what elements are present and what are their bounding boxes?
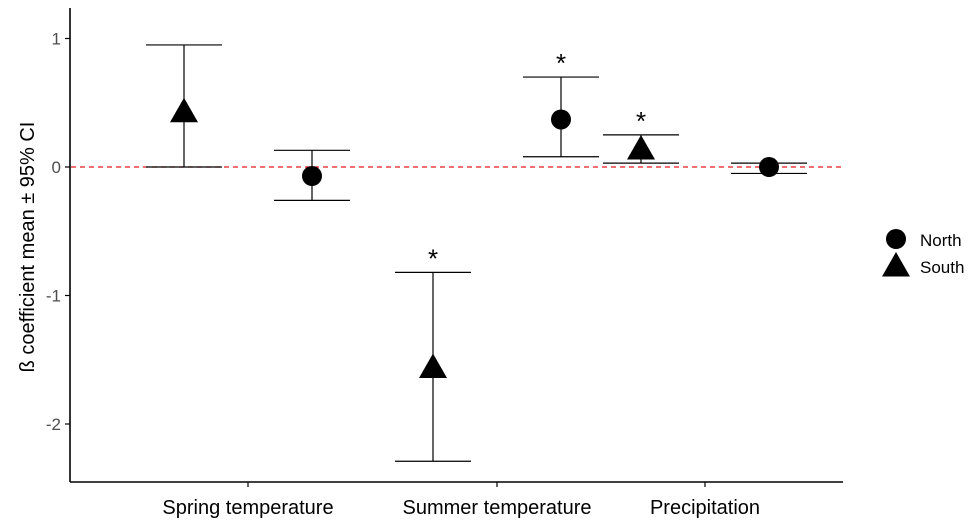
x-tick-label: Spring temperature: [162, 497, 333, 519]
axes: 1 0 -1 -2 Spring temperature Summer temperatu…: [46, 8, 843, 519]
y-tick-label: 1: [52, 30, 61, 49]
data-point-north: *: [523, 48, 599, 158]
y-tick-label: -2: [46, 415, 61, 434]
legend-item-north: North: [886, 229, 962, 250]
plot-area: * * *: [71, 44, 843, 462]
marker-triangle: [419, 353, 447, 378]
data-point-south: *: [395, 243, 471, 462]
y-tick-label: 0: [52, 158, 61, 177]
x-tick-label: Summer temperature: [403, 497, 592, 519]
legend-label: South: [920, 258, 964, 277]
legend-label: North: [920, 231, 962, 250]
marker-circle: [551, 109, 571, 130]
x-tick-label: Precipitation: [650, 497, 760, 519]
significance-star: *: [556, 48, 566, 78]
marker-circle: [302, 165, 322, 186]
legend-key-triangle: [882, 252, 910, 277]
data-point-south: *: [603, 106, 679, 164]
y-tick-label: -1: [46, 287, 61, 306]
legend-key-circle: [886, 229, 906, 249]
legend: North South: [882, 229, 964, 277]
marker-circle: [759, 157, 779, 177]
marker-triangle: [627, 135, 655, 160]
significance-star: *: [428, 243, 438, 273]
y-axis-title: ß coefficient mean ± 95% CI: [17, 122, 39, 373]
data-point-north: [731, 157, 807, 177]
marker-triangle: [170, 97, 198, 123]
data-point-north: [274, 149, 350, 202]
legend-item-south: South: [882, 252, 964, 277]
data-point-south: [146, 44, 222, 168]
significance-star: *: [636, 106, 646, 136]
